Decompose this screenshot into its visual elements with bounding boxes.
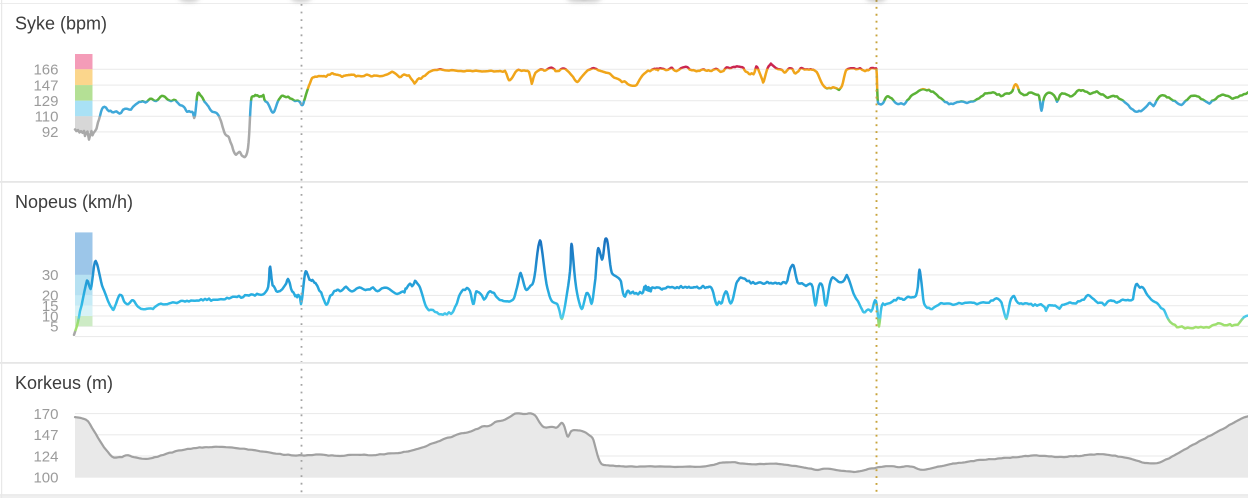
svg-text:129: 129 (33, 93, 58, 110)
svg-text:147: 147 (33, 427, 58, 444)
svg-text:100: 100 (33, 470, 58, 487)
svg-text:147: 147 (33, 77, 58, 94)
svg-text:124: 124 (33, 448, 58, 465)
svg-text:Nopeus (km/h): Nopeus (km/h) (15, 192, 133, 212)
svg-text:5: 5 (50, 319, 58, 336)
svg-text:110: 110 (35, 109, 59, 126)
svg-text:15: 15 (42, 298, 59, 315)
svg-text:30: 30 (42, 267, 59, 284)
svg-text:20: 20 (42, 288, 59, 305)
svg-text:Korkeus (m): Korkeus (m) (15, 373, 113, 393)
svg-text:92: 92 (42, 124, 59, 141)
svg-text:Syke (bpm): Syke (bpm) (15, 14, 107, 34)
svg-text:170: 170 (33, 406, 58, 423)
svg-text:166: 166 (33, 62, 58, 79)
svg-text:10: 10 (42, 308, 59, 325)
